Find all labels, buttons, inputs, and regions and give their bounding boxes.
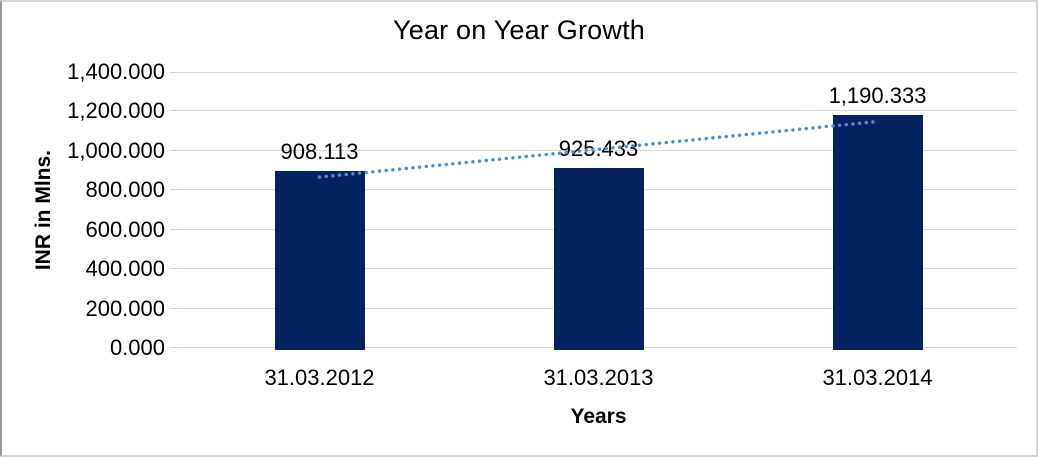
y-tick-label: 800.000	[85, 177, 165, 203]
gridline	[180, 72, 1017, 73]
y-tick-label: 200.000	[85, 295, 165, 321]
bar[interactable]	[274, 170, 365, 350]
bar[interactable]	[553, 167, 644, 350]
data-label: 1,190.333	[828, 83, 927, 109]
x-tick-label: 31.03.2013	[543, 365, 654, 390]
y-tick-label: 1,200.000	[67, 98, 165, 124]
y-tick-mark	[170, 307, 180, 309]
chart-title: Year on Year Growth	[393, 15, 645, 45]
gridline	[180, 110, 1017, 112]
y-tick-mark	[170, 110, 180, 112]
data-label: 908.113	[280, 138, 359, 164]
y-tick-mark	[170, 72, 180, 73]
x-tick-label: 31.03.2014	[822, 365, 933, 390]
y-tick-label: 400.000	[85, 256, 165, 282]
y-tick-label: 0.000	[109, 335, 165, 360]
y-tick-mark	[170, 228, 180, 230]
y-tick-label: 1,400.000	[67, 59, 165, 84]
y-tick-mark	[170, 347, 180, 348]
y-tick-mark	[170, 189, 180, 191]
y-tick-label: 1,000.000	[67, 137, 165, 163]
y-tick-mark	[170, 268, 180, 270]
y-tick-mark	[170, 149, 180, 151]
x-tick-label: 31.03.2012	[264, 365, 375, 390]
plot-area: 908.113 925.433 1,190.333	[180, 72, 1017, 350]
y-ticks	[170, 72, 180, 352]
x-axis: 31.03.2012 31.03.2013 31.03.2014	[180, 365, 1017, 395]
y-axis: 0.000 200.000 400.000 600.000 800.000 1,000.0…	[2, 59, 165, 360]
bar[interactable]	[832, 115, 923, 350]
y-tick-label: 600.000	[85, 216, 165, 242]
data-label: 925.433	[558, 135, 639, 161]
x-axis-title: Years	[570, 405, 627, 428]
